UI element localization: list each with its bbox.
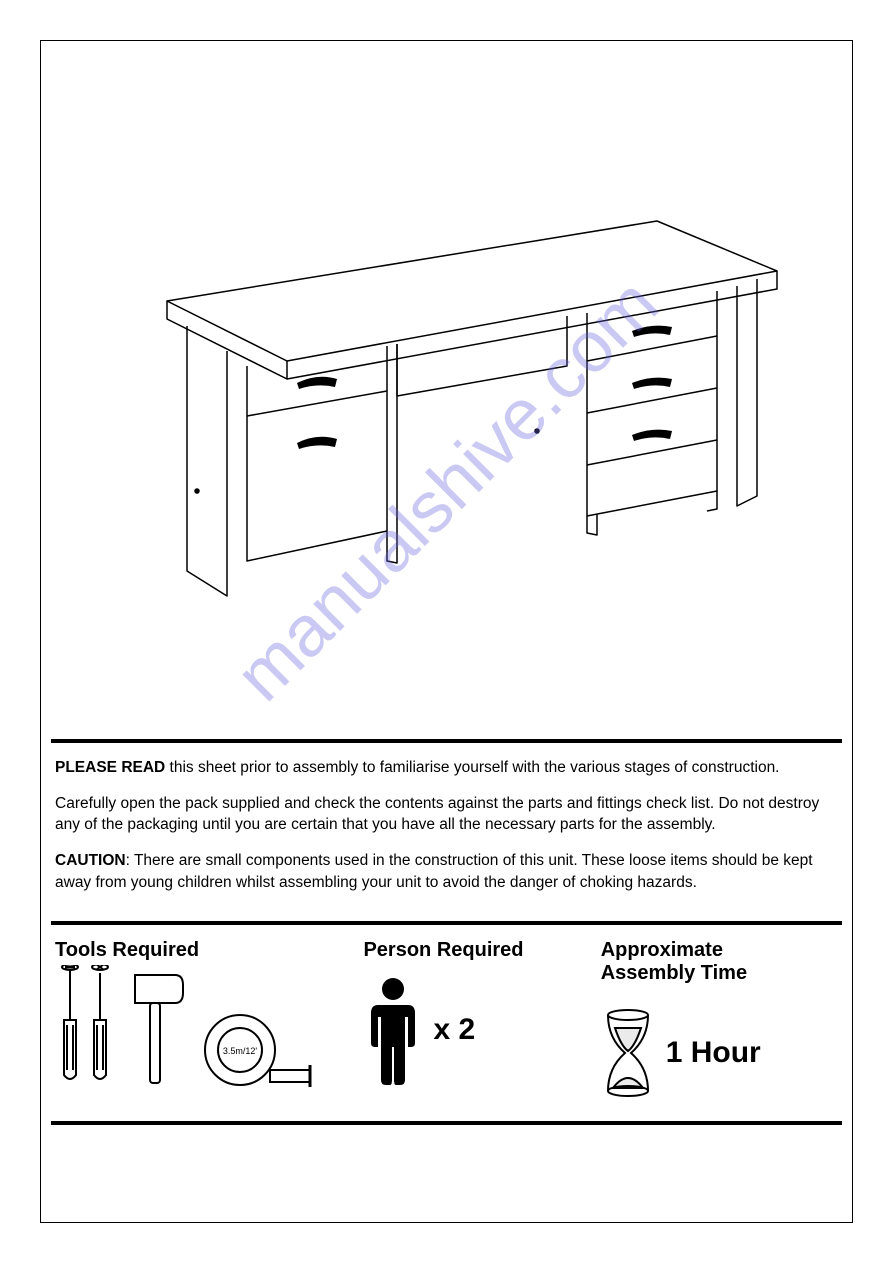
time-title-2: Assembly Time	[601, 962, 747, 984]
tools-column: Tools Required	[55, 939, 363, 1113]
person-count: x 2	[433, 1013, 475, 1047]
caution-line: CAUTION: There are small components used…	[55, 850, 838, 893]
time-body: 1 Hour	[601, 993, 838, 1113]
tape-label: 3.5m/12'	[223, 1046, 258, 1056]
hourglass-icon	[601, 1008, 656, 1098]
person-body: x 2	[363, 970, 600, 1090]
desk-drawing	[97, 151, 797, 631]
page-border: manualshive.com	[40, 40, 853, 1223]
tools-icon-group: 3.5m/12'	[55, 965, 315, 1095]
person-column: Person Required x 2	[363, 939, 600, 1113]
time-title-1: Approximate	[601, 939, 723, 961]
time-title: Approximate Assembly Time	[601, 939, 838, 985]
divider-3	[51, 1121, 842, 1125]
tools-title: Tools Required	[55, 939, 363, 962]
check-contents-line: Carefully open the pack supplied and che…	[55, 793, 838, 836]
time-duration: 1 Hour	[666, 1036, 761, 1070]
please-read-rest: this sheet prior to assembly to familiar…	[165, 759, 779, 776]
please-read-line: PLEASE READ this sheet prior to assembly…	[55, 757, 838, 779]
instructions-block: PLEASE READ this sheet prior to assembly…	[51, 751, 842, 913]
divider-2	[51, 921, 842, 925]
please-read-bold: PLEASE READ	[55, 759, 165, 776]
person-title: Person Required	[363, 939, 600, 962]
person-icon	[363, 975, 423, 1085]
desk-illustration	[51, 51, 842, 731]
tools-icons: 3.5m/12'	[55, 970, 363, 1090]
requirements-row: Tools Required	[51, 933, 842, 1113]
divider-1	[51, 739, 842, 743]
caution-bold: CAUTION	[55, 852, 126, 869]
time-column: Approximate Assembly Time 1 Hour	[601, 939, 838, 1113]
caution-rest: : There are small components used in the…	[55, 852, 813, 891]
